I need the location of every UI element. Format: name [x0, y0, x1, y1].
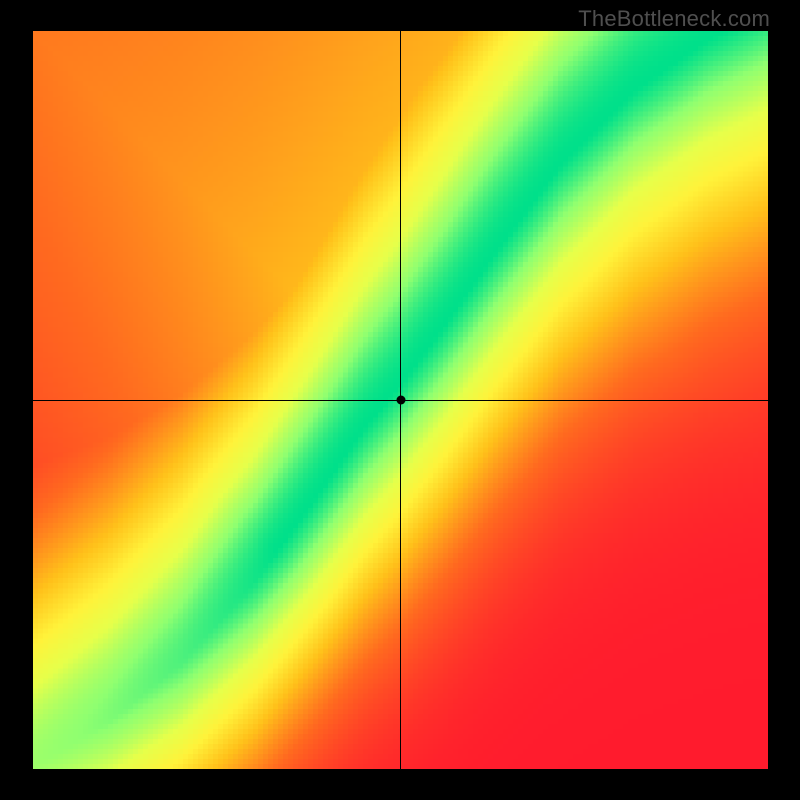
watermark-text: TheBottleneck.com	[578, 6, 770, 32]
center-marker-dot	[396, 396, 405, 405]
chart-stage: TheBottleneck.com	[0, 0, 800, 800]
